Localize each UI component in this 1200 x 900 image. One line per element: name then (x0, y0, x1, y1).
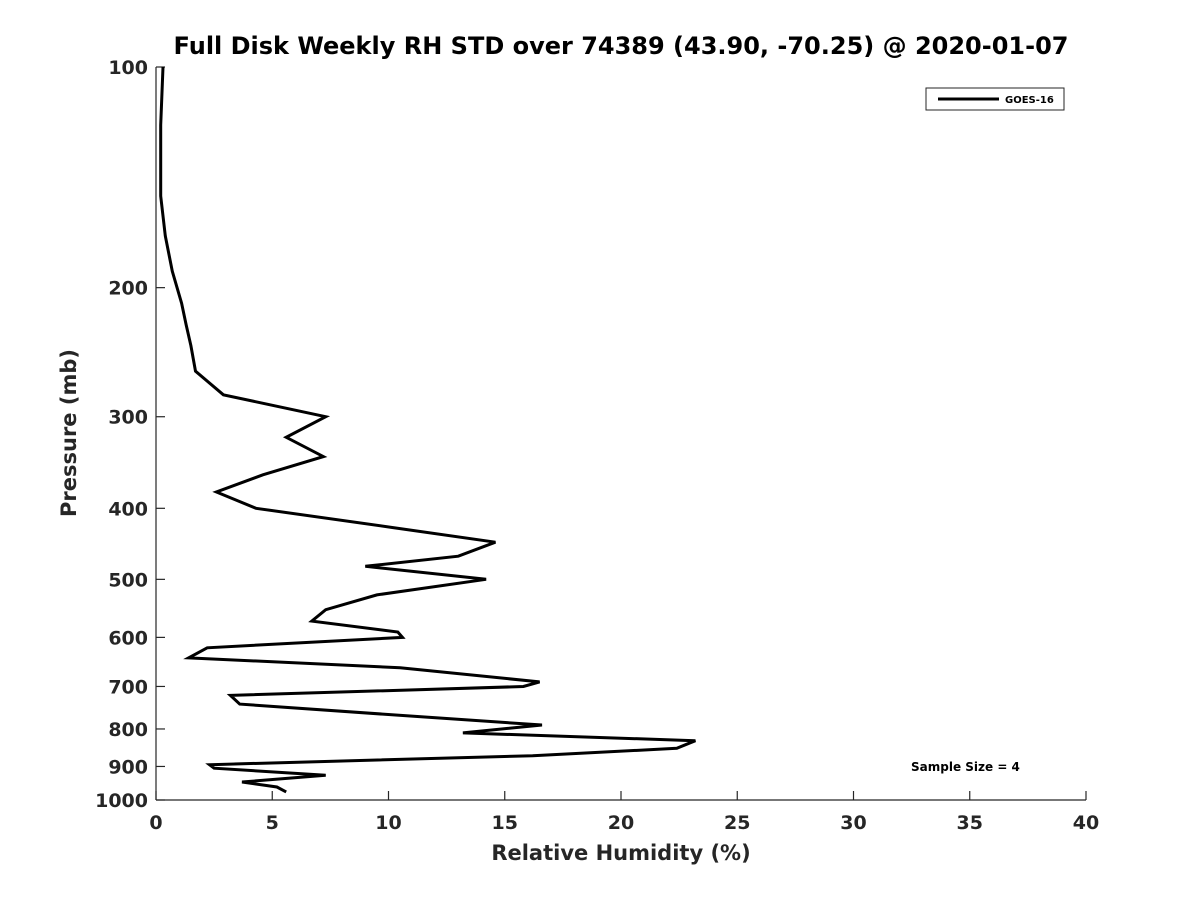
legend: GOES-16 (925, 87, 1065, 111)
sample-size-annotation: Sample Size = 4 (911, 760, 1020, 774)
series-line-goes-16 (159, 66, 696, 794)
y-tick-label: 600 (108, 627, 148, 649)
x-tick-label: 15 (492, 812, 518, 834)
x-axis-ticks: 0 5 10 15 20 25 30 35 40 (149, 791, 1099, 834)
x-tick-label: 30 (840, 812, 866, 834)
chart-title: Full Disk Weekly RH STD over 74389 (43.9… (174, 32, 1069, 60)
y-axis-label: Pressure (mb) (57, 349, 81, 517)
x-tick-label: 10 (375, 812, 401, 834)
x-tick-label: 35 (957, 812, 983, 834)
x-tick-label: 0 (149, 812, 162, 834)
x-tick-label: 5 (266, 812, 279, 834)
y-tick-label: 800 (108, 719, 148, 741)
series-group (159, 66, 696, 794)
y-tick-label: 400 (108, 498, 148, 520)
y-tick-label: 100 (108, 57, 148, 79)
x-tick-label: 25 (724, 812, 750, 834)
x-tick-label: 40 (1073, 812, 1099, 834)
legend-entry-goes-16: GOES-16 (1005, 95, 1054, 106)
y-axis-ticks: 100 200 300 400 500 600 700 800 900 1000 (95, 57, 165, 812)
y-tick-label: 1000 (95, 790, 148, 812)
y-tick-label: 200 (108, 278, 148, 300)
y-tick-label: 300 (108, 407, 148, 429)
x-axis-label: Relative Humidity (%) (491, 841, 750, 865)
y-tick-label: 700 (108, 676, 148, 698)
y-tick-label: 500 (108, 569, 148, 591)
y-tick-label: 900 (108, 756, 148, 778)
x-tick-label: 20 (608, 812, 634, 834)
